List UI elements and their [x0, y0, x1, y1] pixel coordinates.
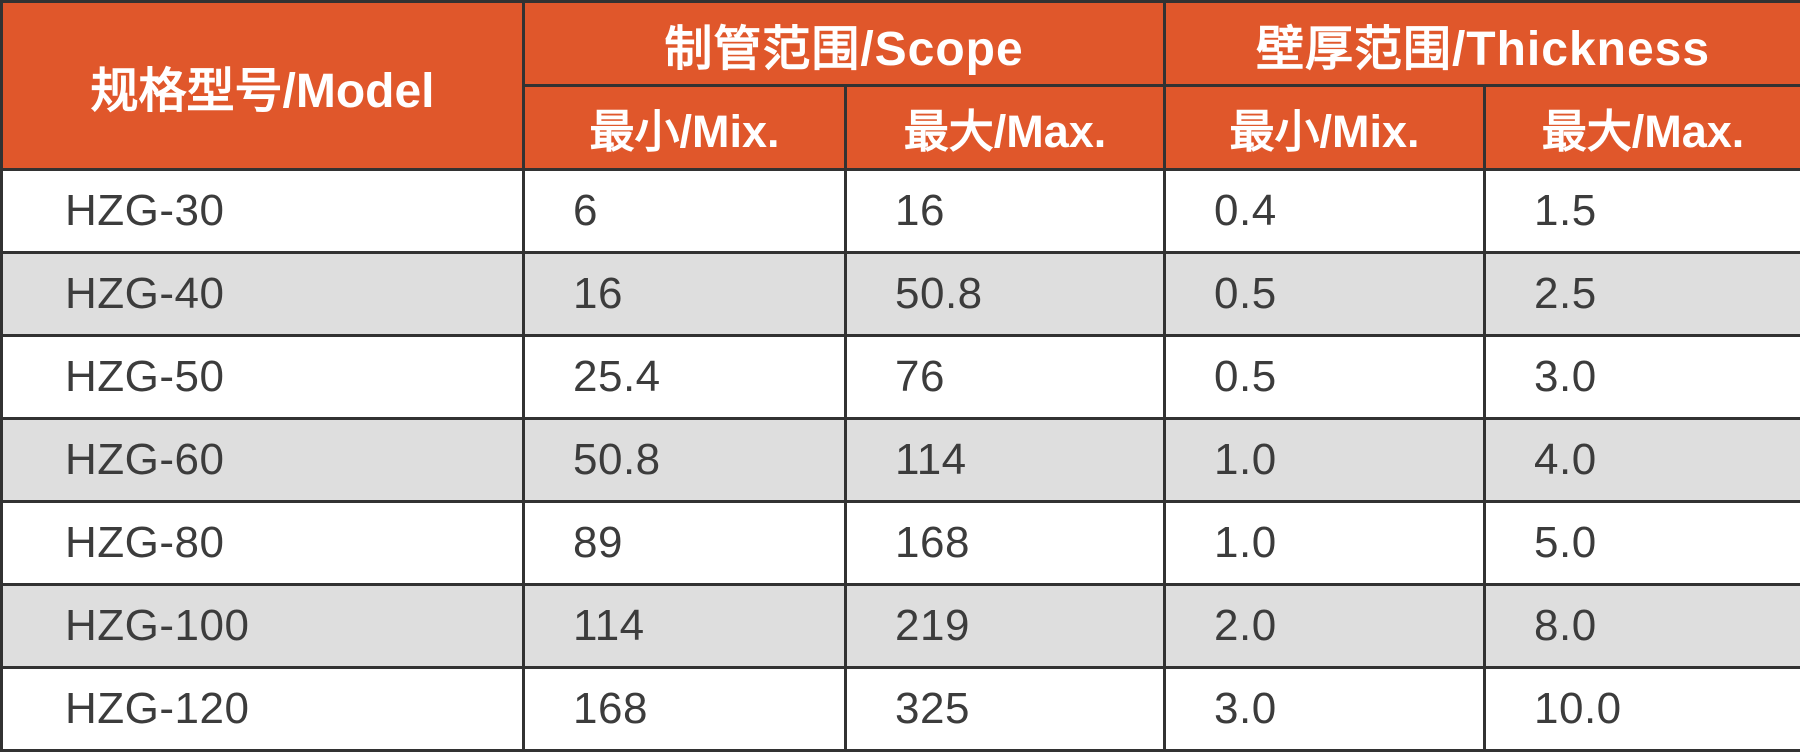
- cell-scope-min: 50.8: [524, 419, 846, 502]
- cell-thick-min: 0.4: [1165, 170, 1485, 253]
- cell-thick-max: 5.0: [1485, 502, 1800, 585]
- cell-thick-min: 2.0: [1165, 585, 1485, 668]
- cell-thick-min: 1.0: [1165, 419, 1485, 502]
- cell-model: HZG-50: [2, 336, 524, 419]
- cell-thick-max: 4.0: [1485, 419, 1800, 502]
- cell-thick-min: 1.0: [1165, 502, 1485, 585]
- cell-scope-max: 325: [846, 668, 1165, 751]
- cell-scope-max: 16: [846, 170, 1165, 253]
- table-row: HZG-120 168 325 3.0 10.0: [2, 668, 1800, 751]
- cell-scope-min: 25.4: [524, 336, 846, 419]
- cell-thick-min: 0.5: [1165, 336, 1485, 419]
- cell-scope-min: 6: [524, 170, 846, 253]
- col-header-thickness-max: 最大/Max.: [1485, 86, 1800, 170]
- cell-thick-min: 3.0: [1165, 668, 1485, 751]
- col-header-model: 规格型号/Model: [2, 2, 524, 170]
- cell-scope-min: 16: [524, 253, 846, 336]
- table-row: HZG-60 50.8 114 1.0 4.0: [2, 419, 1800, 502]
- cell-thick-max: 1.5: [1485, 170, 1800, 253]
- cell-model: HZG-120: [2, 668, 524, 751]
- col-header-thickness-min: 最小/Mix.: [1165, 86, 1485, 170]
- header-row-groups: 规格型号/Model 制管范围/Scope 壁厚范围/Thickness: [2, 2, 1800, 86]
- table-row: HZG-40 16 50.8 0.5 2.5: [2, 253, 1800, 336]
- cell-scope-max: 50.8: [846, 253, 1165, 336]
- cell-scope-max: 168: [846, 502, 1165, 585]
- cell-model: HZG-30: [2, 170, 524, 253]
- col-header-scope-min: 最小/Mix.: [524, 86, 846, 170]
- cell-thick-max: 3.0: [1485, 336, 1800, 419]
- col-header-scope: 制管范围/Scope: [524, 2, 1165, 86]
- table-header: 规格型号/Model 制管范围/Scope 壁厚范围/Thickness 最小/…: [2, 2, 1800, 170]
- cell-thick-max: 2.5: [1485, 253, 1800, 336]
- col-header-thickness: 壁厚范围/Thickness: [1165, 2, 1800, 86]
- col-header-scope-max: 最大/Max.: [846, 86, 1165, 170]
- table-row: HZG-80 89 168 1.0 5.0: [2, 502, 1800, 585]
- table-body: HZG-30 6 16 0.4 1.5 HZG-40 16 50.8 0.5 2…: [2, 170, 1800, 751]
- table-row: HZG-50 25.4 76 0.5 3.0: [2, 336, 1800, 419]
- cell-scope-min: 114: [524, 585, 846, 668]
- table-row: HZG-100 114 219 2.0 8.0: [2, 585, 1800, 668]
- cell-scope-min: 89: [524, 502, 846, 585]
- cell-model: HZG-60: [2, 419, 524, 502]
- cell-model: HZG-80: [2, 502, 524, 585]
- cell-scope-min: 168: [524, 668, 846, 751]
- cell-scope-max: 114: [846, 419, 1165, 502]
- cell-scope-max: 219: [846, 585, 1165, 668]
- cell-thick-max: 8.0: [1485, 585, 1800, 668]
- cell-thick-min: 0.5: [1165, 253, 1485, 336]
- cell-model: HZG-100: [2, 585, 524, 668]
- table-row: HZG-30 6 16 0.4 1.5: [2, 170, 1800, 253]
- cell-thick-max: 10.0: [1485, 668, 1800, 751]
- cell-scope-max: 76: [846, 336, 1165, 419]
- cell-model: HZG-40: [2, 253, 524, 336]
